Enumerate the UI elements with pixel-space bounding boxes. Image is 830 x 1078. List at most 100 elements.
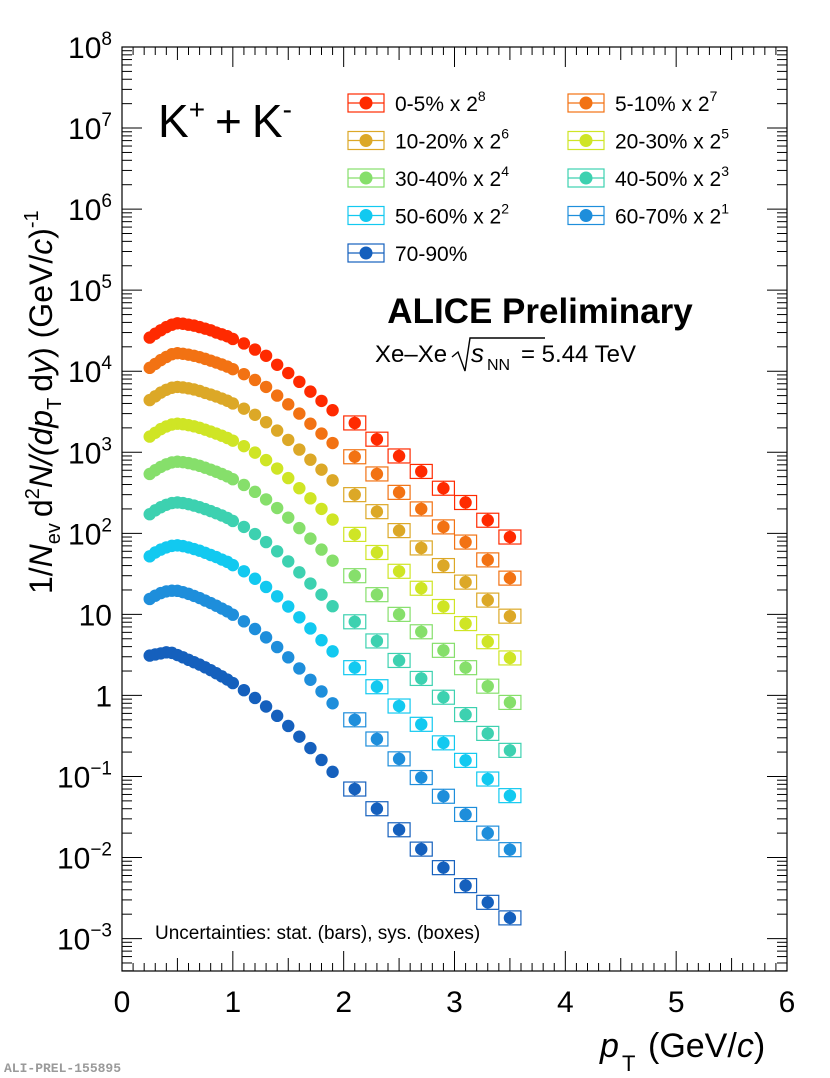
data-point: [348, 782, 361, 796]
data-point: [415, 718, 428, 731]
data-point: [437, 691, 450, 704]
data-point: [415, 672, 428, 685]
data-point: [237, 337, 251, 350]
x-tick-label: 0: [114, 986, 131, 1019]
energy-value: = 5.44 TeV: [521, 341, 636, 368]
data-point: [459, 879, 472, 892]
data-point: [248, 527, 262, 541]
data-point: [237, 615, 251, 628]
uncertainty-note: Uncertainties: stat. (bars), sys. (boxes…: [155, 923, 480, 944]
data-point: [326, 474, 339, 487]
data-point: [437, 482, 450, 495]
data-point: [270, 462, 284, 475]
x-tick-label: 3: [446, 986, 463, 1019]
legend-swatch-marker: [579, 209, 593, 222]
x-tick-label: 6: [779, 986, 796, 1019]
data-point: [437, 559, 450, 572]
data-point: [415, 582, 428, 595]
legend-swatch-marker: [359, 246, 373, 260]
y-axis-label: 1/Nevd2N/(dpTdy) (GeV/c)-1: [21, 210, 66, 594]
series-30-40%: [143, 455, 522, 711]
legend-item: 40-50% x 23: [567, 163, 729, 191]
legend-label: 70-90%: [395, 243, 467, 266]
data-point: [459, 661, 472, 674]
legend-item: 10-20% x 26: [347, 126, 509, 154]
data-point: [503, 571, 517, 585]
x-tick-label: 5: [668, 986, 685, 1019]
data-point: [326, 600, 339, 613]
data-point: [315, 427, 328, 440]
data-point: [259, 415, 273, 429]
data-point: [237, 402, 251, 415]
data-point: [304, 492, 317, 505]
data-point: [248, 408, 262, 421]
data-point: [370, 732, 384, 746]
y-tick-label: 108: [68, 29, 112, 65]
x-tick-label: 4: [557, 986, 574, 1019]
data-point: [370, 546, 384, 559]
chart-title: K+ + K-: [158, 94, 292, 147]
data-point: [437, 520, 450, 534]
data-point: [415, 541, 428, 555]
data-point: [415, 625, 428, 638]
data-point: [270, 640, 284, 654]
data-point: [326, 765, 339, 779]
data-point: [326, 436, 339, 450]
data-point: [304, 741, 317, 755]
data-point: [237, 683, 251, 697]
data-point: [226, 676, 240, 690]
data-point: [315, 502, 328, 516]
data-point: [226, 514, 240, 528]
data-point: [270, 709, 284, 723]
data-point: [348, 713, 361, 727]
data-point: [226, 608, 240, 621]
data-point: [503, 696, 517, 709]
data-points: [143, 317, 522, 926]
data-point: [237, 367, 251, 381]
x-tick-label: 2: [335, 986, 352, 1019]
data-point: [282, 511, 295, 524]
data-point: [348, 661, 361, 674]
data-point: [270, 545, 284, 558]
data-point: [326, 645, 339, 658]
collision-system-label: Xe–Xe s NN = 5.44 TeV: [375, 337, 636, 374]
data-point: [315, 588, 328, 601]
data-point: [392, 449, 406, 463]
legend-item: 50-60% x 22: [347, 201, 509, 229]
data-point: [415, 771, 428, 784]
experiment-label: ALICE Preliminary: [387, 292, 693, 331]
data-point: [459, 808, 472, 821]
y-tick-label: 107: [68, 110, 112, 146]
data-point: [370, 634, 384, 648]
data-point: [282, 600, 295, 613]
y-tick-label: 105: [68, 272, 112, 308]
series-20-30%: [143, 417, 522, 666]
y-tick-label: 10−1: [57, 758, 112, 794]
legend-swatch-marker: [579, 171, 593, 185]
legend-item: 20-30% x 25: [567, 126, 729, 154]
legend-label: 40-50% x 23: [615, 163, 729, 191]
series-5-10%: [143, 346, 522, 586]
data-point: [481, 826, 494, 840]
series-10-20%: [143, 380, 522, 624]
data-point: [304, 385, 317, 398]
data-point: [293, 566, 306, 579]
data-point: [293, 611, 306, 624]
data-point: [304, 453, 317, 466]
series-60-70%: [143, 584, 522, 858]
data-point: [259, 453, 273, 467]
data-point: [237, 478, 251, 492]
data-point: [304, 622, 317, 635]
legend-label: 0-5% x 28: [395, 88, 486, 116]
data-point: [259, 349, 273, 362]
data-point: [293, 482, 306, 495]
system-prefix: Xe–Xe: [375, 341, 447, 368]
series-70-90%: [143, 646, 522, 926]
data-point: [481, 679, 494, 693]
data-point: [315, 685, 328, 698]
data-point: [392, 752, 406, 766]
data-point: [348, 569, 361, 582]
data-point: [392, 524, 406, 537]
